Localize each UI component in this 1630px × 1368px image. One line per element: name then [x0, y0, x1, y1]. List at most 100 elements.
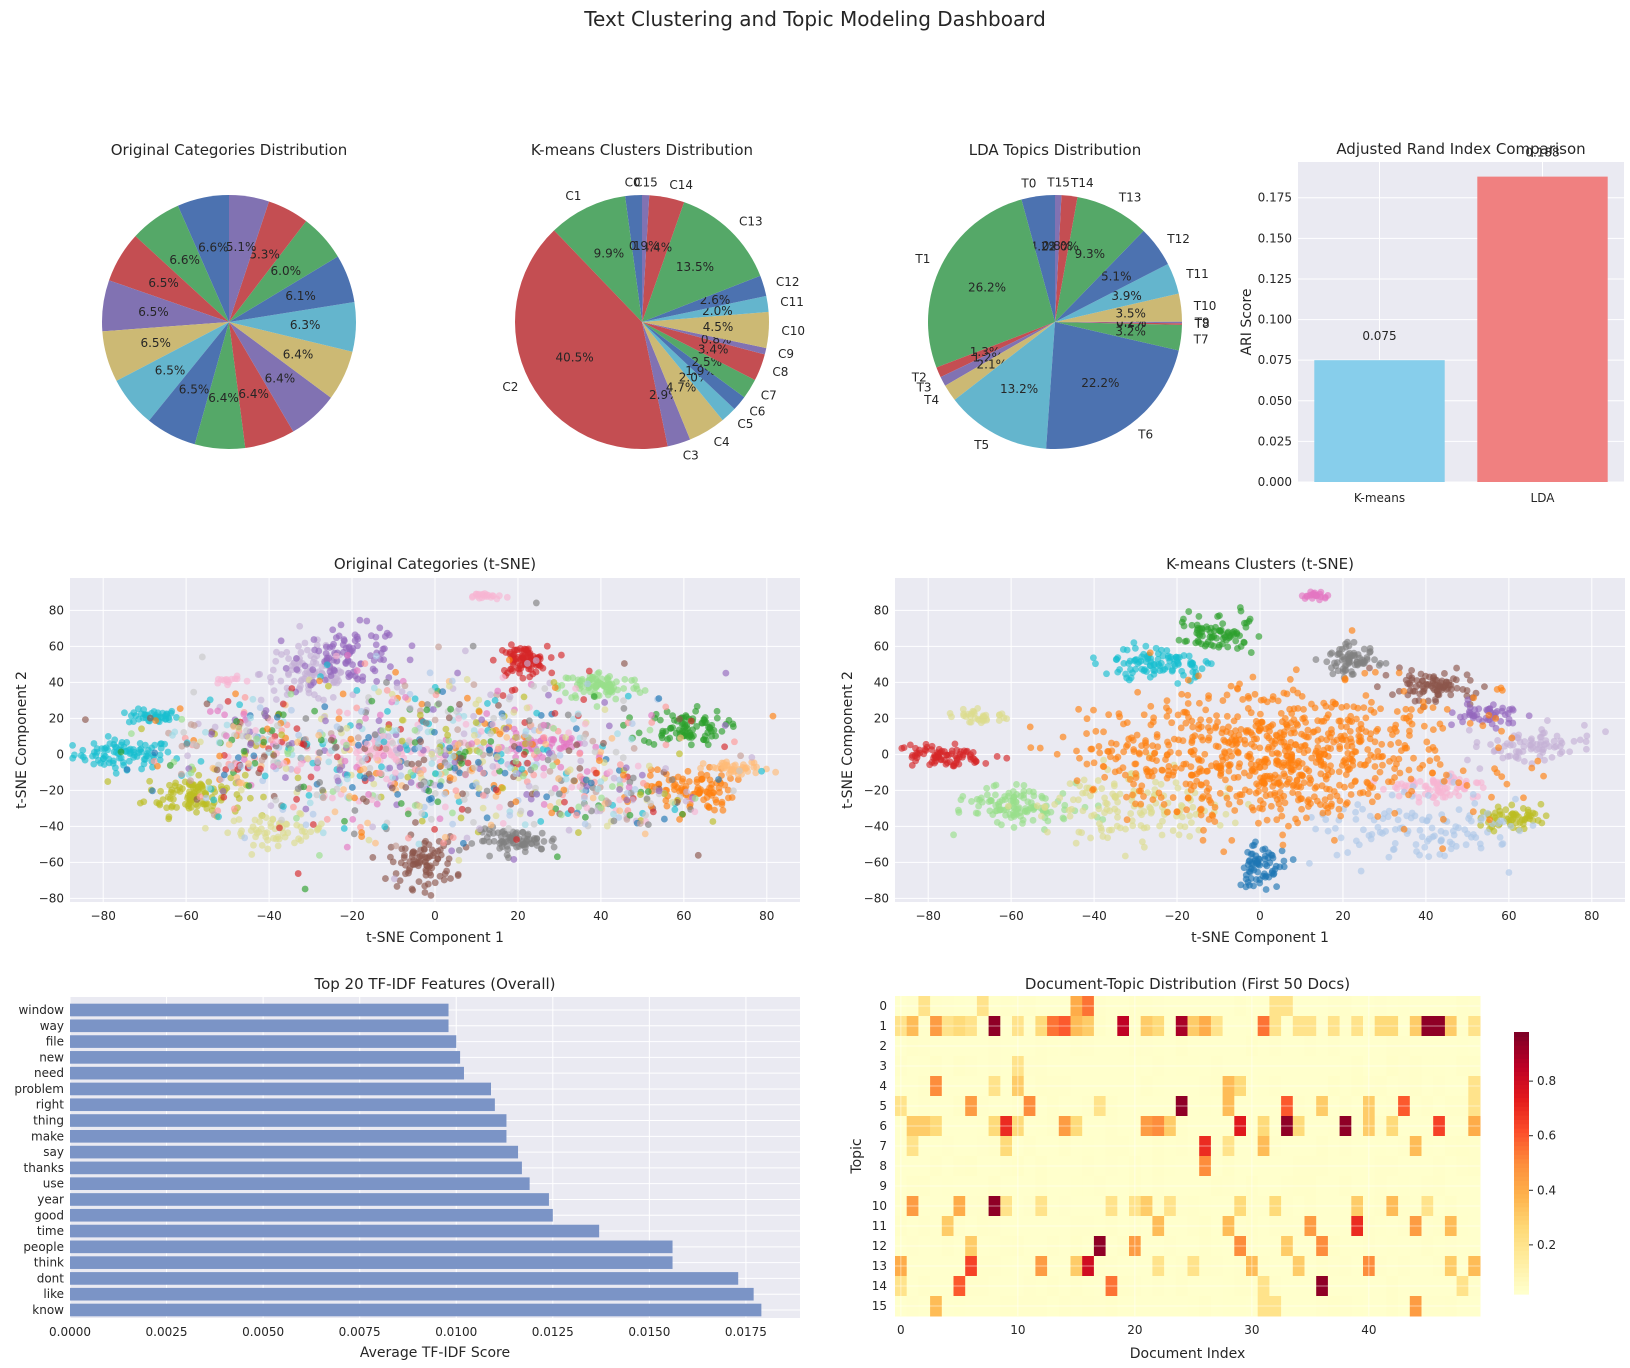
scatter-ylabel: t-SNE Component 2	[14, 671, 30, 809]
scatter-point	[408, 642, 416, 650]
scatter-point	[1285, 745, 1293, 753]
scatter-point	[605, 722, 613, 730]
pie-pct-label: 6.5%	[155, 363, 186, 377]
scatter-point	[1311, 704, 1319, 712]
scatter-point	[121, 709, 128, 717]
scatter-point	[1178, 667, 1186, 675]
scatter-point	[583, 804, 591, 812]
scatter-point	[1094, 777, 1102, 784]
scatter-point	[1158, 831, 1166, 839]
scatter-point	[540, 734, 548, 741]
pie-slice	[229, 256, 355, 322]
scatter-point	[1289, 782, 1297, 790]
scatter-point	[344, 709, 351, 717]
scatter-point	[713, 714, 721, 722]
tfidf-category-label: thing	[33, 1114, 64, 1128]
scatter-point	[171, 782, 179, 790]
scatter-point	[1366, 649, 1374, 656]
scatter-point	[1423, 681, 1431, 689]
scatter-point	[1328, 726, 1335, 733]
scatter-point	[1370, 709, 1378, 716]
scatter-point	[1307, 776, 1315, 784]
scatter-point	[1277, 709, 1285, 717]
scatter-point	[304, 646, 311, 654]
scatter-point	[140, 798, 148, 806]
scatter-point	[1130, 780, 1137, 788]
scatter-point	[1219, 620, 1227, 628]
scatter-point	[1079, 807, 1087, 815]
scatter-point	[305, 785, 313, 792]
scatter-point	[340, 786, 347, 793]
scatter-point	[655, 780, 663, 788]
scatter-point	[648, 711, 655, 719]
pie-pct-label: 2.6%	[700, 293, 731, 307]
scatter-point	[1492, 715, 1500, 722]
scatter-point	[506, 665, 514, 673]
scatter-point	[543, 642, 551, 650]
scatter-point	[1442, 771, 1450, 779]
scatter-point	[134, 705, 142, 713]
scatter-point	[396, 744, 404, 752]
pie-pct-label: 3.9%	[1111, 289, 1142, 303]
scatter-point	[532, 599, 540, 607]
scatter-point	[1424, 792, 1432, 799]
tfidf-xtick-label: 0.0075	[339, 1325, 381, 1339]
scatter-point	[357, 823, 364, 831]
scatter-point	[555, 799, 563, 806]
scatter-point	[1137, 822, 1145, 829]
scatter-point	[1324, 809, 1332, 816]
scatter-point	[180, 728, 188, 736]
scatter-point	[411, 726, 419, 734]
scatter-point	[1292, 741, 1300, 748]
scatter-point	[329, 693, 337, 701]
scatter-point	[1308, 813, 1315, 821]
ari-ytick-label: 0.000	[1258, 475, 1292, 489]
scatter-point	[222, 766, 230, 773]
scatter-point	[1366, 812, 1374, 820]
scatter-point	[1189, 803, 1197, 811]
scatter-point	[455, 798, 463, 806]
scatter-point	[428, 687, 435, 695]
scatter-point	[1138, 742, 1146, 750]
pie-slice	[642, 322, 745, 410]
scatter-point	[198, 653, 206, 661]
scatter-xlabel: t-SNE Component 1	[1191, 930, 1329, 946]
scatter-point	[457, 814, 465, 822]
scatter-point	[106, 740, 114, 748]
scatter-point	[1400, 825, 1408, 833]
scatter-point	[1392, 721, 1400, 729]
scatter-point	[1553, 732, 1561, 740]
scatter-point	[626, 811, 634, 819]
scatter-point	[1319, 809, 1327, 817]
pie-category-label: T5	[973, 438, 989, 452]
scatter-point	[1234, 685, 1242, 693]
scatter-point	[532, 657, 540, 664]
scatter-point	[1214, 718, 1221, 726]
scatter-point	[1068, 805, 1076, 813]
scatter-point	[302, 805, 310, 813]
scatter-point	[576, 764, 584, 772]
scatter-point	[426, 852, 434, 860]
scatter-point	[1044, 817, 1052, 825]
scatter-point	[1095, 743, 1103, 750]
scatter-point	[487, 738, 495, 745]
scatter-point	[302, 821, 310, 829]
scatter-point	[550, 843, 558, 851]
scatter-point	[1146, 673, 1154, 681]
scatter-point	[371, 731, 379, 739]
scatter-point	[1356, 738, 1364, 746]
scatter-point	[1347, 791, 1355, 798]
scatter-point	[294, 774, 302, 782]
scatter-point	[1233, 739, 1241, 747]
scatter-point	[567, 806, 575, 814]
scatter-point	[150, 757, 158, 765]
pie-slice	[642, 202, 761, 322]
scatter-point	[683, 725, 691, 732]
scatter-point	[678, 784, 685, 792]
scatter-point	[676, 815, 683, 823]
scatter-point	[615, 814, 623, 821]
scatter-point	[1066, 780, 1074, 788]
scatter-point	[1198, 757, 1205, 765]
scatter-point	[241, 834, 249, 842]
scatter-point	[284, 750, 292, 758]
